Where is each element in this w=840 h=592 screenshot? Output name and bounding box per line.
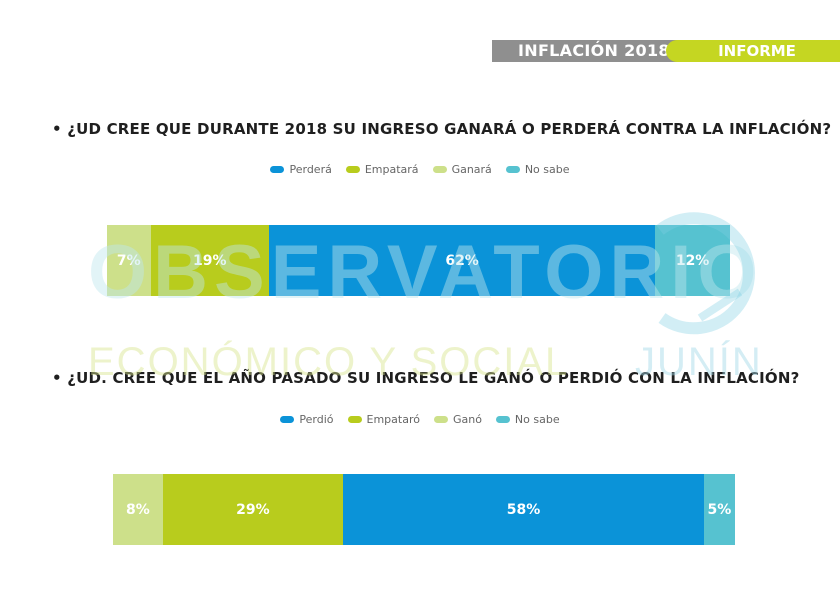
legend-swatch: [347, 416, 362, 423]
legend-swatch: [505, 166, 520, 173]
chart-1-legend: Perderá Empatará Ganará No sabe: [0, 163, 840, 176]
bar-segment-ganó: 8%: [113, 474, 163, 545]
section-title: INFLACIÓN 2018: [492, 40, 682, 62]
legend-item: No sabe: [495, 413, 560, 426]
report-tag: INFORME: [666, 40, 840, 62]
legend-label: Perdió: [299, 413, 334, 426]
data-label: 62%: [445, 252, 479, 269]
legend-swatch: [345, 166, 360, 173]
bar-segment-no-sabe: 12%: [655, 225, 730, 296]
legend-item: Empatará: [345, 163, 419, 176]
legend-swatch: [280, 416, 295, 423]
data-label: 29%: [236, 501, 270, 518]
bar-segment-empataró: 29%: [162, 474, 344, 545]
data-label: 5%: [707, 501, 732, 518]
legend-label: Ganará: [451, 163, 492, 176]
data-label: 19%: [193, 252, 227, 269]
legend-item: No sabe: [505, 163, 570, 176]
legend-label: Ganó: [452, 413, 482, 426]
question-2-title: • ¿UD. CREE QUE EL AÑO PASADO SU INGRESO…: [52, 369, 800, 387]
legend-item: Ganó: [433, 413, 482, 426]
legend-label: No sabe: [524, 163, 570, 176]
legend-item: Perderá: [270, 163, 332, 176]
legend-swatch: [432, 166, 447, 173]
stacked-bar-2: 8% 29% 58% 5%: [113, 474, 735, 545]
bar-segment-perdió: 58%: [343, 474, 704, 545]
legend-item: Perdió: [280, 413, 334, 426]
data-label: 58%: [506, 501, 541, 518]
legend-label: Empataró: [366, 413, 420, 426]
question-1-title: • ¿UD CREE QUE DURANTE 2018 SU INGRESO G…: [52, 120, 832, 138]
stacked-bar-1: 7% 19% 62% 12%: [107, 225, 730, 296]
legend-label: Perderá: [289, 163, 332, 176]
bar-segment-perderá: 62%: [268, 225, 656, 296]
legend-swatch: [433, 416, 448, 423]
legend-swatch: [270, 166, 285, 173]
legend-label: No sabe: [514, 413, 560, 426]
legend-swatch: [495, 416, 510, 423]
legend-item: Ganará: [432, 163, 492, 176]
bar-segment-ganará: 7%: [107, 225, 151, 296]
data-label: 7%: [116, 252, 141, 269]
bar-segment-empatará: 19%: [150, 225, 269, 296]
chart-2-legend: Perdió Empataró Ganó No sabe: [0, 413, 840, 426]
legend-item: Empataró: [347, 413, 420, 426]
data-label: 8%: [125, 501, 150, 518]
data-label: 12%: [675, 252, 710, 269]
bar-segment-no-sabe: 5%: [703, 474, 735, 545]
legend-label: Empatará: [364, 163, 419, 176]
